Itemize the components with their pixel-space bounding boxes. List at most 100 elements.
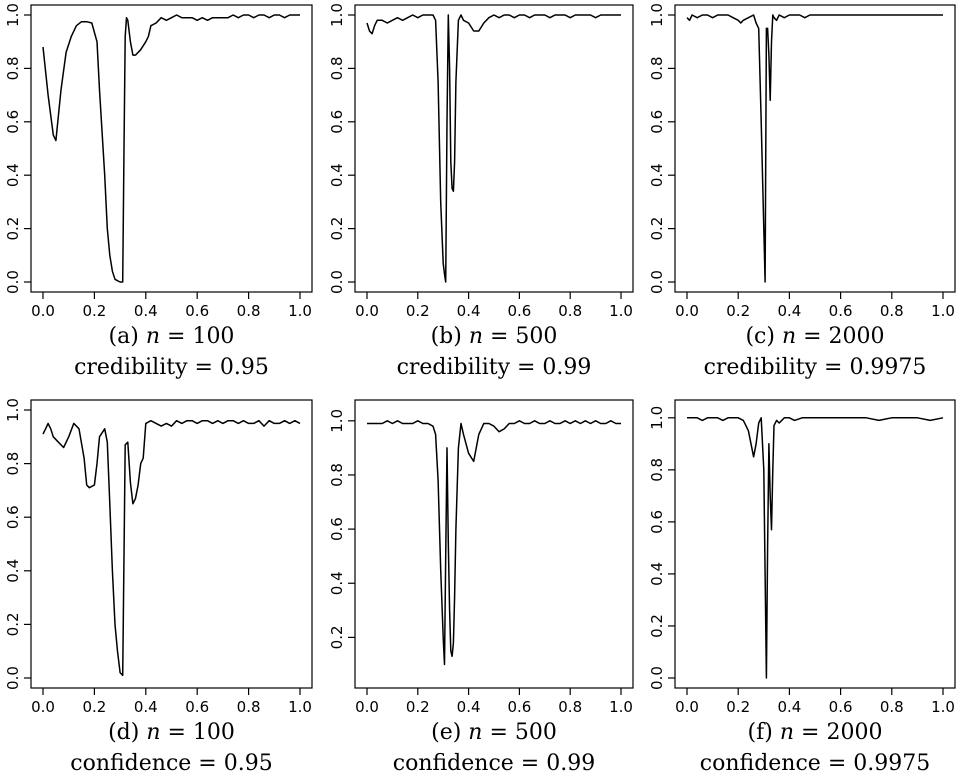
chart-panel-e: 0.0 0.2 0.4 0.6 0.8 1.0 0.2 0.4 0.6 0.8 1.0 (e) n =… xyxy=(328,399,634,776)
y-tick-label: 0.6 xyxy=(648,510,666,534)
y-tick-label: 0.2 xyxy=(4,217,22,241)
plot-frame xyxy=(354,4,634,293)
caption-n-value: = 2000 xyxy=(803,324,884,349)
x-tick-label: 0.4 xyxy=(777,698,801,716)
caption-label: (a) xyxy=(109,324,139,349)
x-tick-label: 0.0 xyxy=(31,698,55,716)
y-tick-label: 0.2 xyxy=(328,217,346,241)
caption-n-symbol: n xyxy=(780,720,794,745)
caption-level-value: = 0.9975 xyxy=(828,751,930,776)
x-tick-label: 0.8 xyxy=(880,698,904,716)
y-tick-label: 0.8 xyxy=(4,452,22,476)
series-line xyxy=(366,14,621,283)
x-tick-label: 0.0 xyxy=(31,302,55,320)
x-tick-label: 0.4 xyxy=(457,302,481,320)
x-tick-label: 0.6 xyxy=(829,302,853,320)
caption-level-name: confidence xyxy=(70,751,191,776)
x-tick-label: 1.0 xyxy=(609,698,633,716)
y-tick-label: 0.4 xyxy=(4,163,22,187)
plot-frame xyxy=(674,4,956,293)
y-tick-label: 0.6 xyxy=(328,110,346,134)
y-tick-label: 0.2 xyxy=(4,612,22,636)
caption-n-value: = 500 xyxy=(489,720,556,745)
x-tick-label: 0.0 xyxy=(675,698,699,716)
x-tick-label: 0.4 xyxy=(457,698,481,716)
x-tick-label: 1.0 xyxy=(931,302,955,320)
x-tick-label: 0.2 xyxy=(82,302,106,320)
caption-level-name: credibility xyxy=(397,355,511,380)
y-tick-label: 0.8 xyxy=(328,463,346,487)
y-tick-label: 1.0 xyxy=(648,406,666,430)
plot-frame xyxy=(30,399,313,689)
chart-panel-a: 0.0 0.2 0.4 0.6 0.8 1.0 0.0 0.2 0.4 0.6 0.8 1.0 (a) … xyxy=(4,3,313,380)
y-tick-label: 0.2 xyxy=(648,614,666,638)
y-tick-label: 0.6 xyxy=(4,110,22,134)
caption-n-value: = 100 xyxy=(167,324,234,349)
x-tick-label: 1.0 xyxy=(931,698,955,716)
caption-level-value: = 0.9975 xyxy=(824,355,926,380)
x-tick-label: 0.6 xyxy=(507,302,531,320)
x-tick-label: 0.6 xyxy=(507,698,531,716)
y-tick-label: 0.6 xyxy=(4,505,22,529)
x-tick-label: 0.2 xyxy=(406,698,430,716)
caption-level-name: credibility xyxy=(704,355,818,380)
y-tick-label: 1.0 xyxy=(328,409,346,433)
caption-label: (d) xyxy=(108,720,139,745)
y-tick-label: 0.6 xyxy=(648,110,666,134)
caption-line-1: (e) n = 500 xyxy=(431,720,557,745)
caption-line-1: (d) n = 100 xyxy=(108,720,235,745)
x-tick-label: 0.4 xyxy=(777,302,801,320)
chart-panel-b: 0.0 0.2 0.4 0.6 0.8 1.0 0.0 0.2 0.4 0.6 0.8 1.0 (b) … xyxy=(328,3,634,380)
caption-n-symbol: n xyxy=(146,324,160,349)
caption-line-2: credibility = 0.99 xyxy=(397,355,592,380)
y-tick-label: 0.8 xyxy=(648,56,666,80)
y-tick-label: 0.2 xyxy=(328,625,346,649)
x-tick-label: 0.4 xyxy=(134,302,158,320)
caption-label: (c) xyxy=(745,324,775,349)
plot-frame xyxy=(354,399,634,689)
caption-line-1: (b) n = 500 xyxy=(431,324,558,349)
plot-frame xyxy=(674,399,956,689)
x-tick-label: 0.2 xyxy=(406,302,430,320)
caption-level-value: = 0.95 xyxy=(195,355,269,380)
caption-level-name: credibility xyxy=(74,355,188,380)
x-tick-label: 0.8 xyxy=(237,698,261,716)
x-tick-label: 0.0 xyxy=(675,302,699,320)
x-tick-label: 0.6 xyxy=(829,698,853,716)
y-tick-label: 0.4 xyxy=(328,571,346,595)
caption-line-2: confidence = 0.95 xyxy=(70,751,272,776)
caption-n-symbol: n xyxy=(146,720,160,745)
caption-level-name: confidence xyxy=(393,751,514,776)
caption-n-value: = 2000 xyxy=(801,720,882,745)
x-tick-label: 0.6 xyxy=(185,302,209,320)
x-tick-label: 0.8 xyxy=(880,302,904,320)
y-tick-label: 0.8 xyxy=(648,458,666,482)
x-tick-label: 0.8 xyxy=(237,302,261,320)
x-tick-label: 1.0 xyxy=(288,302,312,320)
y-tick-label: 0.4 xyxy=(328,163,346,187)
y-tick-label: 0.6 xyxy=(328,517,346,541)
y-tick-label: 1.0 xyxy=(4,3,22,27)
caption-n-value: = 100 xyxy=(168,720,235,745)
caption-n-value: = 500 xyxy=(490,324,557,349)
x-tick-label: 0.2 xyxy=(726,302,750,320)
caption-label: (e) xyxy=(431,720,461,745)
y-tick-label: 0.4 xyxy=(648,562,666,586)
caption-line-1: (c) n = 2000 xyxy=(745,324,884,349)
chart-panel-d: 0.0 0.2 0.4 0.6 0.8 1.0 0.0 0.2 0.4 0.6 0.8 1.0 (d) … xyxy=(4,398,313,776)
y-tick-label: 0.8 xyxy=(328,56,346,80)
y-tick-label: 0.2 xyxy=(648,217,666,241)
chart-panel-f: 0.0 0.2 0.4 0.6 0.8 1.0 0.0 0.2 0.4 0.6 0.8 1.0 (f) … xyxy=(648,399,956,776)
x-tick-label: 0.4 xyxy=(134,698,158,716)
x-tick-label: 1.0 xyxy=(288,698,312,716)
series-line xyxy=(367,420,621,666)
y-tick-label: 1.0 xyxy=(328,3,346,27)
y-tick-label: 0.0 xyxy=(4,270,22,294)
y-tick-label: 0.0 xyxy=(648,666,666,690)
caption-level-name: confidence xyxy=(700,751,821,776)
x-tick-label: 0.2 xyxy=(726,698,750,716)
y-tick-label: 0.0 xyxy=(328,270,346,294)
y-tick-label: 0.8 xyxy=(4,56,22,80)
x-tick-label: 0.6 xyxy=(185,698,209,716)
y-tick-label: 0.0 xyxy=(648,270,666,294)
